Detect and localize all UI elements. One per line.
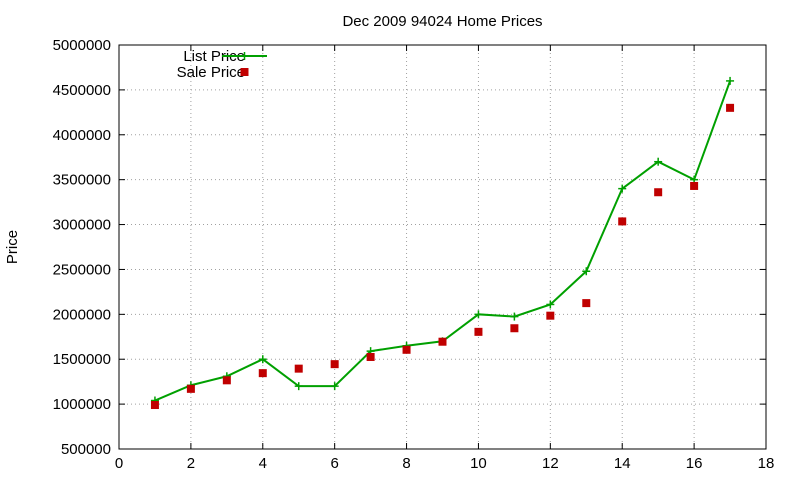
list-price-point bbox=[546, 300, 555, 309]
list-price-point bbox=[474, 310, 483, 319]
sale-price-point bbox=[438, 337, 447, 346]
legend-plus bbox=[240, 52, 249, 60]
list-price-point bbox=[510, 312, 519, 321]
legend-swatch-sale-price bbox=[240, 68, 249, 76]
sale-price-point bbox=[690, 181, 699, 190]
axis-ticks bbox=[118, 44, 767, 450]
sale-price-point bbox=[726, 103, 735, 112]
sale-price-point bbox=[510, 324, 519, 333]
y-tick-label: 4000000 bbox=[53, 127, 111, 144]
grid bbox=[119, 45, 766, 449]
legend-swatch-list-price bbox=[222, 52, 267, 60]
legend-label-sale-price: Sale Price bbox=[177, 64, 245, 81]
y-tick-label: 3500000 bbox=[53, 172, 111, 189]
list-price-point bbox=[618, 184, 627, 193]
y-tick-labels: 500000 1000000 1500000 2000000 2500000 300000… bbox=[53, 37, 111, 458]
x-tick-label: 8 bbox=[402, 455, 410, 472]
x-tick-label: 0 bbox=[115, 455, 123, 472]
sale-price-point bbox=[222, 376, 231, 385]
list-price-point bbox=[294, 382, 303, 391]
sale-price-point bbox=[582, 299, 591, 308]
sale-price-point bbox=[330, 360, 339, 369]
legend-label-list-price: List Price bbox=[183, 48, 245, 65]
x-tick-labels: 0 2 4 6 8 10 12 14 16 18 bbox=[115, 455, 775, 472]
sale-price-point bbox=[546, 311, 555, 320]
plot-frame bbox=[118, 44, 767, 450]
x-tick-label: 6 bbox=[330, 455, 338, 472]
y-tick-label: 4500000 bbox=[53, 82, 111, 99]
x-tick-label: 10 bbox=[470, 455, 487, 472]
sale-price-point bbox=[618, 217, 627, 226]
chart-title: Dec 2009 94024 Home Prices bbox=[342, 13, 542, 30]
list-price-point bbox=[582, 267, 591, 276]
y-tick-label: 2000000 bbox=[53, 306, 111, 323]
x-tick-label: 4 bbox=[259, 455, 267, 472]
sale-price-point bbox=[186, 384, 195, 393]
sale-price-point bbox=[402, 345, 411, 354]
y-tick-label: 500000 bbox=[61, 441, 111, 458]
x-tick-label: 14 bbox=[614, 455, 631, 472]
legend-square bbox=[240, 68, 249, 76]
list-price-point bbox=[726, 76, 735, 85]
legend: List Price Sale Price bbox=[177, 48, 267, 81]
series-list-price bbox=[150, 76, 735, 405]
y-tick-label: 5000000 bbox=[53, 37, 111, 54]
sale-price-point bbox=[654, 188, 663, 197]
x-tick-label: 18 bbox=[758, 455, 775, 472]
list-price-line bbox=[154, 80, 731, 402]
y-tick-label: 1000000 bbox=[53, 396, 111, 413]
series-sale-price bbox=[150, 103, 735, 410]
list-price-point bbox=[330, 382, 339, 391]
sale-price-point bbox=[474, 327, 483, 336]
series bbox=[150, 76, 735, 410]
y-tick-label: 1500000 bbox=[53, 351, 111, 368]
y-tick-label: 3000000 bbox=[53, 217, 111, 234]
x-tick-label: 16 bbox=[686, 455, 703, 472]
x-tick-label: 12 bbox=[542, 455, 559, 472]
y-axis-label: Price bbox=[4, 230, 21, 264]
sale-price-point bbox=[294, 364, 303, 373]
sale-price-point bbox=[258, 369, 267, 378]
sale-price-point bbox=[150, 401, 159, 410]
sale-price-point bbox=[366, 352, 375, 361]
list-price-point bbox=[654, 157, 663, 166]
y-tick-label: 2500000 bbox=[53, 261, 111, 278]
list-price-point bbox=[258, 355, 267, 364]
x-tick-label: 2 bbox=[187, 455, 195, 472]
